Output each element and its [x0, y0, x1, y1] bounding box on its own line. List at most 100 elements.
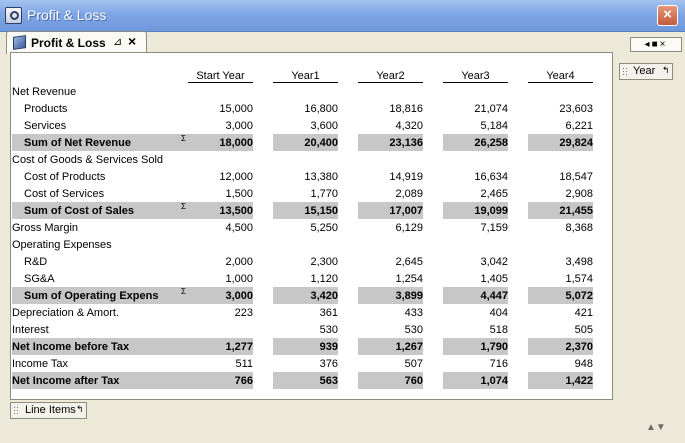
line-items-dimension-chip[interactable]: Line Items ↰ — [10, 402, 87, 419]
value-cell[interactable]: 1,500 — [225, 187, 253, 200]
value-cell[interactable]: 2,300 — [310, 255, 338, 268]
value-cell[interactable]: 2,370 — [528, 338, 593, 355]
value-cell[interactable]: 421 — [574, 306, 593, 319]
pivot-icon[interactable]: ↰ — [662, 65, 670, 75]
value-cell[interactable]: 18,000 — [188, 134, 253, 151]
value-cell[interactable] — [273, 236, 338, 253]
row-label[interactable]: R&D — [12, 253, 188, 270]
value-cell[interactable]: 1,277 — [188, 338, 253, 355]
row-label[interactable]: Sum of Cost of Sales Σ — [12, 202, 188, 219]
value-cell[interactable]: 939 — [273, 338, 338, 355]
value-cell[interactable]: 5,184 — [480, 119, 508, 132]
value-cell[interactable]: 16,634 — [474, 170, 508, 183]
value-cell[interactable]: 433 — [404, 306, 423, 319]
value-cell[interactable]: 2,645 — [395, 255, 423, 268]
scroll-arrows-icon[interactable]: ▲▼ — [646, 422, 666, 433]
value-cell[interactable]: 15,150 — [273, 202, 338, 219]
row-label[interactable]: Cost of Products — [12, 168, 188, 185]
row-label[interactable]: Operating Expenses — [12, 236, 188, 253]
value-cell[interactable]: 4,500 — [225, 221, 253, 234]
value-cell[interactable]: 18,547 — [559, 170, 593, 183]
value-cell[interactable]: 3,000 — [225, 119, 253, 132]
value-cell[interactable]: 563 — [273, 372, 338, 389]
row-label[interactable]: Depreciation & Amort. — [12, 304, 188, 321]
value-cell[interactable]: 404 — [489, 306, 508, 319]
value-cell[interactable]: 530 — [319, 323, 338, 336]
value-cell[interactable]: 23,603 — [559, 102, 593, 115]
row-label[interactable]: Sum of Operating Expens Σ — [12, 287, 188, 304]
value-cell[interactable] — [188, 151, 253, 168]
value-cell[interactable] — [528, 236, 593, 253]
row-label[interactable]: Net Revenue — [12, 83, 188, 100]
value-cell[interactable]: 1,405 — [480, 272, 508, 285]
value-cell[interactable]: 2,000 — [225, 255, 253, 268]
value-cell[interactable]: 507 — [404, 357, 423, 370]
value-cell[interactable]: 3,498 — [565, 255, 593, 268]
grip-icon[interactable] — [13, 406, 20, 415]
value-cell[interactable]: 1,574 — [565, 272, 593, 285]
value-cell[interactable]: 13,500 — [188, 202, 253, 219]
value-cell[interactable]: 21,455 — [528, 202, 593, 219]
tab-close-icon[interactable]: × — [128, 33, 137, 49]
row-label[interactable]: SG&A — [12, 270, 188, 287]
value-cell[interactable]: 2,089 — [395, 187, 423, 200]
value-cell[interactable]: 5,072 — [528, 287, 593, 304]
value-cell[interactable]: 1,790 — [443, 338, 508, 355]
close-icon[interactable]: × — [657, 5, 678, 26]
value-cell[interactable]: 23,136 — [358, 134, 423, 151]
value-cell[interactable] — [358, 151, 423, 168]
value-cell[interactable]: 376 — [319, 357, 338, 370]
value-cell[interactable]: 21,074 — [474, 102, 508, 115]
value-cell[interactable]: 26,258 — [443, 134, 508, 151]
value-cell[interactable] — [358, 83, 423, 100]
column-header[interactable]: Year3 — [443, 65, 508, 83]
row-label[interactable]: Net Income before Tax — [12, 338, 188, 355]
pane-controls[interactable]: ◂■× — [630, 37, 682, 52]
value-cell[interactable]: 3,000 — [188, 287, 253, 304]
value-cell[interactable]: 1,000 — [225, 272, 253, 285]
value-cell[interactable]: 1,074 — [443, 372, 508, 389]
value-cell[interactable] — [443, 151, 508, 168]
value-cell[interactable]: 948 — [574, 357, 593, 370]
row-label[interactable]: Net Income after Tax — [12, 372, 188, 389]
value-cell[interactable]: 16,800 — [304, 102, 338, 115]
close-icon[interactable]: × — [659, 39, 668, 50]
value-cell[interactable]: 13,380 — [304, 170, 338, 183]
pin-icon[interactable]: ◂ — [644, 39, 652, 50]
value-cell[interactable]: 5,250 — [310, 221, 338, 234]
value-cell[interactable]: 3,420 — [273, 287, 338, 304]
maximize-icon[interactable]: ■ — [651, 39, 660, 50]
value-cell[interactable] — [188, 83, 253, 100]
value-cell[interactable]: 29,824 — [528, 134, 593, 151]
column-header[interactable]: Year1 — [273, 65, 338, 83]
value-cell[interactable] — [273, 83, 338, 100]
row-label[interactable]: Products — [12, 100, 188, 117]
value-cell[interactable]: 20,400 — [273, 134, 338, 151]
value-cell[interactable]: 3,042 — [480, 255, 508, 268]
value-cell[interactable]: 7,159 — [480, 221, 508, 234]
value-cell[interactable]: 3,600 — [310, 119, 338, 132]
value-cell[interactable]: 19,099 — [443, 202, 508, 219]
value-cell[interactable]: 6,221 — [565, 119, 593, 132]
tab-profit-loss[interactable]: Profit & Loss ⊿ × — [6, 31, 147, 54]
value-cell[interactable]: 1,267 — [358, 338, 423, 355]
column-header[interactable]: Start Year — [188, 65, 253, 83]
value-cell[interactable]: 505 — [574, 323, 593, 336]
value-cell[interactable]: 15,000 — [219, 102, 253, 115]
value-cell[interactable]: 4,320 — [395, 119, 423, 132]
value-cell[interactable]: 1,422 — [528, 372, 593, 389]
pin-icon[interactable]: ⊿ — [113, 36, 123, 48]
value-cell[interactable] — [358, 236, 423, 253]
value-cell[interactable]: 760 — [358, 372, 423, 389]
value-cell[interactable] — [528, 151, 593, 168]
value-cell[interactable]: 518 — [489, 323, 508, 336]
value-cell[interactable]: 766 — [188, 372, 253, 389]
row-label[interactable]: Gross Margin — [12, 219, 188, 236]
row-label[interactable]: Cost of Services — [12, 185, 188, 202]
row-label[interactable]: Cost of Goods & Services Sold — [12, 151, 188, 168]
row-label[interactable]: Interest — [12, 321, 188, 338]
value-cell[interactable]: 530 — [404, 323, 423, 336]
value-cell[interactable]: 1,120 — [310, 272, 338, 285]
value-cell[interactable]: 511 — [235, 357, 253, 370]
row-label[interactable]: Income Tax — [12, 355, 188, 372]
